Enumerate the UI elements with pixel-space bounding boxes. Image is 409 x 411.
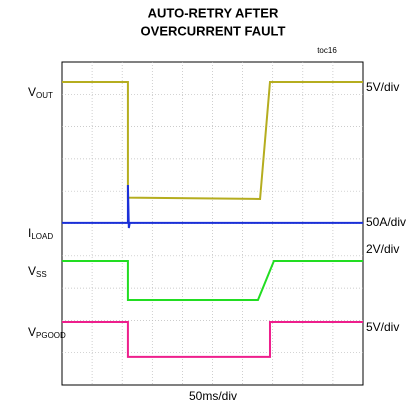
trace-label: VSS — [28, 264, 47, 279]
figure-id: toc16 — [317, 46, 337, 55]
trace-scale: 5V/div — [366, 80, 399, 94]
x-scale: 50ms/div — [189, 389, 237, 403]
trace — [62, 185, 363, 229]
trace-label: ILOAD — [28, 226, 53, 241]
label-sub: SS — [36, 270, 47, 279]
label-sub: OUT — [36, 91, 53, 100]
trace-scale: 5V/div — [366, 320, 399, 334]
trace-label: VPGOOD — [28, 325, 66, 340]
trace-label: VOUT — [28, 85, 53, 100]
label-sub: PGOOD — [36, 331, 66, 340]
label-main: V — [28, 264, 36, 278]
trace-scale: 2V/div — [366, 242, 399, 256]
trace — [62, 81, 363, 200]
trace — [62, 259, 363, 302]
label-main: V — [28, 85, 36, 99]
label-sub: LOAD — [31, 232, 53, 241]
trace-scale: 50A/div — [366, 215, 406, 229]
trace — [62, 321, 363, 358]
title-line: OVERCURRENT FAULT — [141, 23, 286, 38]
title-line: AUTO-RETRY AFTER — [148, 5, 279, 20]
label-main: V — [28, 325, 36, 339]
label-main: I — [28, 226, 31, 240]
